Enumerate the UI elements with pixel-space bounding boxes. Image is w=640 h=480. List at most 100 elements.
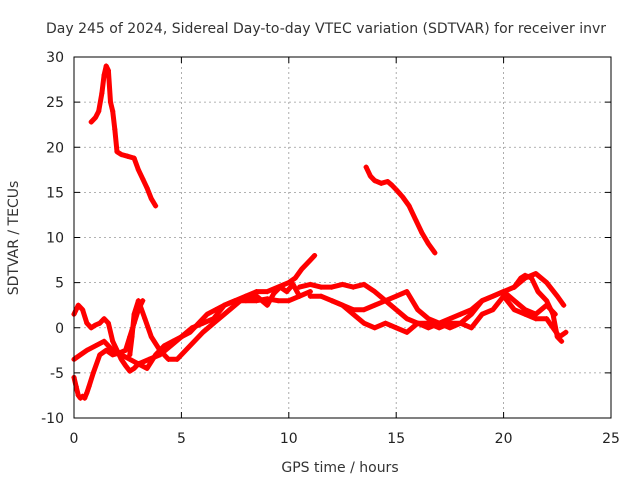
data-point <box>393 293 399 299</box>
y-tick-label: 20 <box>46 140 64 156</box>
data-point <box>296 284 303 290</box>
data-point <box>211 320 217 326</box>
data-point <box>372 289 378 295</box>
data-point <box>389 182 395 188</box>
data-point <box>161 343 167 349</box>
data-point <box>382 298 389 304</box>
data-point <box>425 316 432 322</box>
data-point <box>479 311 485 317</box>
data-point <box>125 153 131 159</box>
data-point <box>140 176 146 182</box>
data-point <box>84 320 90 326</box>
data-point <box>101 316 107 322</box>
data-point <box>110 338 116 344</box>
data-point <box>501 289 507 295</box>
data-point <box>110 347 116 353</box>
data-point <box>200 329 206 335</box>
x-tick-label: 25 <box>602 431 620 447</box>
data-point <box>400 194 406 200</box>
data-point <box>554 293 560 299</box>
data-point <box>550 311 556 317</box>
data-point <box>275 298 281 304</box>
y-tick-label: 10 <box>46 231 64 247</box>
data-point <box>528 275 535 281</box>
x-tick-label: 15 <box>387 431 405 447</box>
data-point <box>425 320 432 326</box>
x-tick-label: 5 <box>177 431 186 447</box>
data-point <box>253 289 260 295</box>
data-point <box>264 289 270 295</box>
data-point <box>131 155 137 161</box>
data-point <box>187 329 193 335</box>
data-point <box>404 329 410 335</box>
data-point <box>318 284 324 290</box>
data-point <box>425 325 432 331</box>
data-point <box>558 338 565 344</box>
data-point <box>96 108 102 114</box>
data-point <box>292 275 298 281</box>
data-point <box>329 284 335 290</box>
y-tick-label: 5 <box>55 276 64 292</box>
data-point <box>135 298 142 304</box>
data-point <box>191 338 197 344</box>
data-point <box>178 334 184 340</box>
data-point <box>372 178 378 184</box>
data-point <box>135 361 142 367</box>
data-point <box>543 316 550 322</box>
data-point <box>447 320 453 326</box>
data-point <box>118 352 124 358</box>
data-point <box>92 114 99 121</box>
data-point <box>468 325 474 331</box>
data-point <box>372 325 378 331</box>
data-point <box>105 67 111 74</box>
data-point <box>277 284 283 290</box>
data-point <box>253 293 260 299</box>
x-tick-label: 20 <box>495 431 513 447</box>
data-point <box>329 298 335 304</box>
ticks: 0 5 10 15 20 25 -10 -5 0 5 10 15 20 25 30 <box>41 50 620 447</box>
data-point <box>490 307 496 313</box>
data-point <box>195 320 202 326</box>
data-point <box>563 329 569 335</box>
x-axis-label: GPS time / hours <box>281 460 398 476</box>
data-point <box>221 302 227 308</box>
data-point <box>412 216 419 223</box>
y-tick-label: 25 <box>46 95 64 111</box>
data-point <box>101 72 107 78</box>
data-point <box>307 257 313 263</box>
series-arc-9 <box>329 293 569 340</box>
data-point <box>114 149 120 155</box>
y-tick-label: 0 <box>55 321 64 337</box>
data-point <box>393 187 399 193</box>
data-point <box>419 230 425 236</box>
chart-title: Day 245 of 2024, Sidereal Day-to-day VTE… <box>46 21 606 37</box>
data-point <box>361 307 367 313</box>
data-point <box>148 334 154 340</box>
data-point <box>447 316 453 322</box>
data-point <box>361 320 367 326</box>
data-point <box>127 352 133 358</box>
data-point <box>286 298 292 304</box>
data-point <box>183 347 189 353</box>
data-point <box>296 293 303 299</box>
data-point <box>75 392 81 399</box>
data-point <box>367 173 374 179</box>
series-arc-6 <box>127 281 303 362</box>
data-point <box>101 338 107 344</box>
data-point <box>129 334 135 340</box>
series-arc-1 <box>88 63 159 209</box>
data-point <box>110 108 116 114</box>
data-point <box>307 293 313 299</box>
data-point <box>350 284 356 290</box>
data-point <box>425 241 432 247</box>
data-point <box>311 252 318 259</box>
data-point <box>107 99 114 105</box>
series-arc-10 <box>511 272 565 344</box>
data-point <box>378 180 384 186</box>
data-point <box>501 293 507 299</box>
data-point <box>511 307 517 313</box>
data-point <box>131 365 137 371</box>
data-point <box>79 307 86 313</box>
data-point <box>118 151 124 158</box>
